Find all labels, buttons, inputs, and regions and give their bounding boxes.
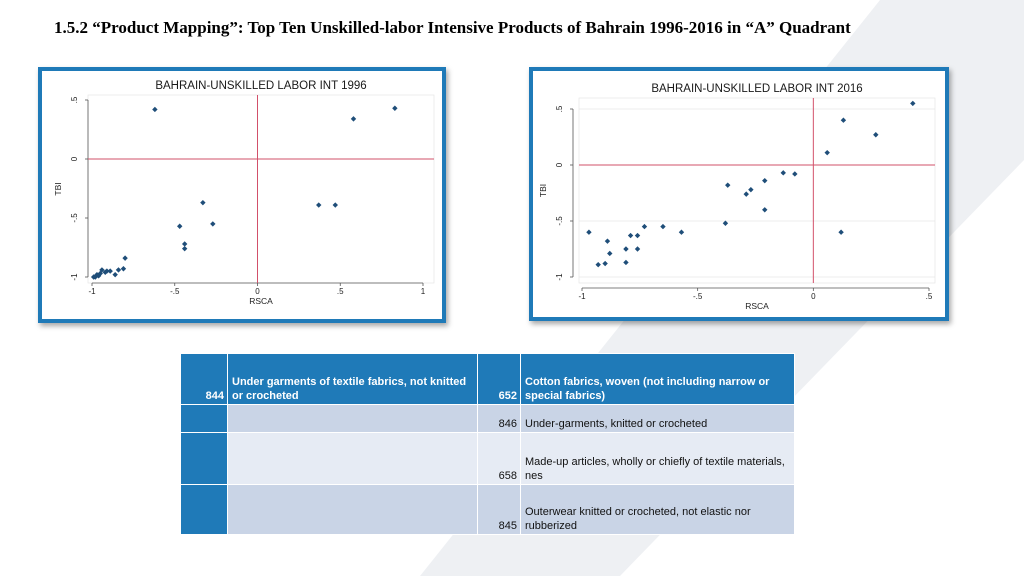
scatter-chart-2016: BAHRAIN-UNSKILLED LABOR INT 2016 -1 -.5 0 .5…	[529, 67, 949, 321]
y-tick-label: -.5	[70, 213, 79, 223]
chart-title: BAHRAIN-UNSKILLED LABOR INT 1996	[155, 80, 366, 92]
data-point	[152, 106, 158, 113]
y-axis-label: TBI	[538, 184, 548, 197]
data-point	[604, 238, 611, 244]
x-tick-label: .5	[337, 287, 344, 296]
product-description-1: Under garments of textile fabrics, not k…	[227, 353, 478, 405]
product-description-1	[227, 404, 478, 433]
data-point	[90, 274, 97, 280]
product-description-1	[227, 484, 478, 535]
data-point	[112, 271, 118, 278]
product-description-1	[227, 432, 478, 485]
plot-area	[578, 97, 936, 284]
data-point	[762, 207, 768, 213]
x-tick-label: 0	[255, 287, 260, 296]
product-code-2: 652	[477, 353, 521, 405]
product-code-1	[180, 432, 228, 485]
y-tick-label: 0	[555, 162, 564, 167]
data-point	[840, 117, 847, 123]
data-point	[210, 221, 216, 227]
x-tick-label: 0	[811, 292, 816, 301]
scatter-plot-2016: BAHRAIN-UNSKILLED LABOR INT 2016 -1 -.5 0 .5…	[538, 83, 936, 311]
x-axis-label: RSCA	[249, 296, 273, 306]
x-tick-label: -.5	[170, 287, 180, 296]
x-axis-label: RSCA	[745, 301, 769, 311]
y-tick-label: .5	[555, 105, 564, 112]
data-point	[392, 105, 398, 111]
product-description-2: Under-garments, knitted or crocheted	[520, 404, 795, 433]
product-code-2: 658	[477, 432, 521, 485]
data-point	[350, 116, 357, 122]
x-tick-label: -1	[88, 287, 96, 296]
product-code-1: 844	[180, 353, 228, 405]
x-tick-label: .5	[926, 292, 933, 301]
table-row: 845 Outerwear knitted or crocheted, not …	[180, 484, 795, 535]
product-description-2: Made-up articles, wholly or chiefly of t…	[520, 432, 795, 485]
slide-title: 1.5.2 “Product Mapping”: Top Ten Unskill…	[54, 18, 851, 37]
x-tick-label: -.5	[693, 292, 703, 301]
table-row: 846 Under-garments, knitted or crocheted	[180, 404, 795, 433]
scatter-chart-1996: BAHRAIN-UNSKILLED LABOR INT 1996 -1 -.5 0 .5…	[38, 67, 446, 323]
data-point	[115, 267, 122, 273]
y-tick-label: -1	[555, 273, 564, 281]
table-row: 844 Under garments of textile fabrics, n…	[180, 353, 795, 405]
x-tick-label: 1	[421, 287, 426, 296]
data-point	[316, 202, 322, 208]
data-point	[910, 100, 916, 107]
data-point	[332, 202, 338, 208]
product-code-1	[180, 484, 228, 535]
x-tick-label: -1	[578, 292, 586, 301]
data-point	[200, 199, 206, 206]
data-point	[181, 245, 188, 252]
data-point	[177, 223, 183, 229]
y-tick-label: -.5	[555, 216, 564, 226]
product-code-2: 845	[477, 484, 521, 535]
chart-title: BAHRAIN-UNSKILLED LABOR INT 2016	[651, 83, 862, 95]
product-description-2: Cotton fabrics, woven (not including nar…	[520, 353, 795, 405]
data-point	[873, 132, 879, 138]
scatter-plot-1996: BAHRAIN-UNSKILLED LABOR INT 1996 -1 -.5 0 .5…	[53, 80, 435, 306]
product-description-2: Outerwear knitted or crocheted, not elas…	[520, 484, 795, 535]
data-point	[107, 268, 113, 274]
data-point	[607, 250, 613, 257]
product-code-2: 846	[477, 404, 521, 433]
y-tick-label: -1	[70, 273, 79, 281]
data-point	[95, 273, 102, 279]
plot-area	[87, 94, 435, 284]
product-code-1	[180, 404, 228, 433]
y-axis-label: TBI	[53, 182, 63, 195]
data-point	[780, 170, 786, 176]
data-point	[120, 266, 127, 272]
data-point	[725, 182, 731, 188]
table-row: 658 Made-up articles, wholly or chiefly …	[180, 432, 795, 485]
data-point	[660, 223, 666, 230]
data-point	[181, 241, 188, 247]
y-tick-label: 0	[70, 156, 79, 161]
y-tick-label: .5	[70, 96, 79, 103]
product-table: 844 Under garments of textile fabrics, n…	[180, 353, 795, 535]
data-point	[792, 171, 798, 177]
